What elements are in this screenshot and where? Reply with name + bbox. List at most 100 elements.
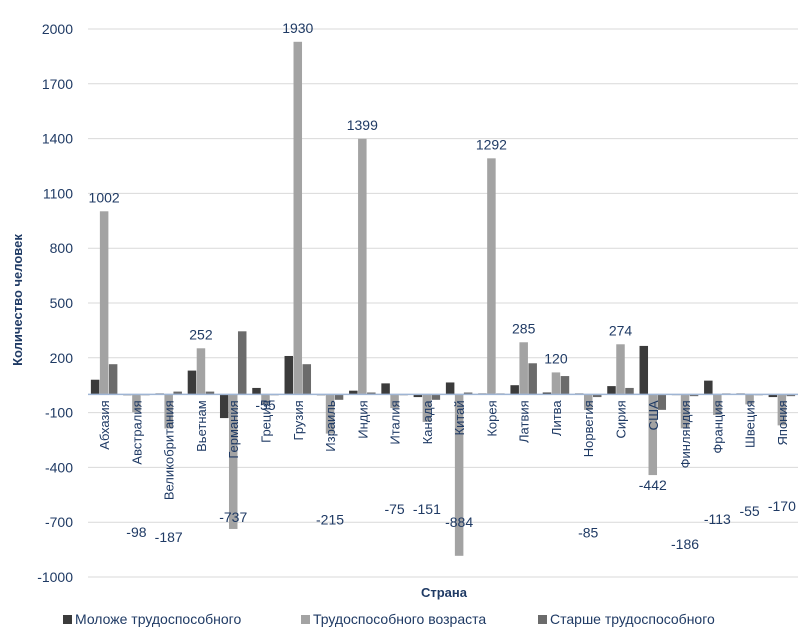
data-label: -55 [255, 397, 275, 413]
category-label: Сирия [614, 400, 629, 438]
category-label: Абхазия [97, 400, 112, 449]
y-tick-label: 500 [50, 295, 74, 311]
bar [293, 41, 303, 395]
category-label: Австралия [129, 400, 144, 464]
data-label: 252 [189, 326, 213, 342]
data-label: -85 [578, 525, 598, 541]
data-label: 1399 [347, 117, 378, 133]
category-label: США [646, 400, 661, 430]
bar [454, 394, 464, 556]
category-label: Норвегия [581, 400, 596, 457]
bar [173, 391, 182, 395]
data-label: -737 [219, 509, 247, 525]
legend-swatch [63, 615, 72, 624]
data-label: 274 [609, 322, 633, 338]
bar [639, 345, 649, 395]
bar [367, 392, 376, 395]
bar [196, 348, 206, 395]
category-label: Латвия [517, 400, 532, 443]
bar [648, 394, 658, 476]
data-label: 1292 [476, 136, 507, 152]
bar [237, 331, 247, 395]
bar [487, 158, 496, 395]
bar [108, 364, 118, 395]
data-labels: 1002 -98 -187 252 -737 -55 1930 -215 1399 -75 -151… [89, 20, 797, 552]
category-labels: Абхазия Австралия Великобритания Вьетнам Гер… [97, 400, 790, 501]
y-tick-label: 2000 [42, 21, 73, 37]
bar [132, 394, 141, 413]
category-label: Корея [484, 400, 499, 436]
category-label: Япония [775, 400, 790, 445]
bar [187, 370, 197, 395]
bar [358, 138, 367, 395]
y-axis-title: Количество человек [10, 234, 25, 366]
bar [551, 372, 561, 395]
y-tick-label: 1700 [42, 76, 73, 92]
y-axis-ticks: -1000 -700 -400 -100 200 500 800 1100 1400 1700 20… [37, 21, 73, 585]
category-label: Италия [388, 400, 403, 444]
bar [228, 394, 238, 529]
bar [431, 394, 441, 400]
bars [90, 41, 796, 556]
bar [704, 380, 713, 395]
bar [205, 391, 215, 395]
category-label: Франция [710, 400, 725, 453]
bar [519, 342, 528, 395]
category-label: Грузия [291, 400, 306, 440]
category-label: Израиль [323, 400, 338, 452]
x-axis-title: Страна [421, 585, 468, 600]
data-label: -186 [671, 536, 699, 552]
bar [625, 387, 634, 395]
data-label: 120 [544, 350, 568, 366]
category-label: Греция [259, 400, 274, 443]
bar [689, 394, 699, 397]
bar [90, 379, 100, 395]
legend: Моложе трудоспособного Трудоспособного во… [63, 611, 715, 627]
category-label: Индия [355, 400, 370, 438]
category-label: Великобритания [162, 400, 177, 500]
data-label: -215 [316, 512, 344, 528]
category-label: Швеция [743, 400, 758, 448]
data-label: 285 [512, 320, 536, 336]
bar [542, 392, 552, 395]
bar [284, 355, 294, 395]
data-label: -113 [704, 511, 731, 527]
category-label: Литва [549, 400, 564, 437]
bar [261, 394, 270, 405]
bar [786, 394, 796, 397]
gridlines [88, 28, 798, 578]
y-tick-label: -100 [45, 405, 73, 421]
bar [334, 394, 344, 400]
data-label: -442 [639, 477, 667, 493]
bar [349, 390, 358, 395]
legend-swatch [301, 615, 310, 624]
bar [745, 394, 754, 405]
category-label: Канада [420, 400, 435, 445]
category-label: Германия [226, 400, 241, 458]
bar [510, 385, 519, 395]
legend-label: Старше трудоспособного [550, 611, 715, 627]
bar [325, 394, 335, 434]
legend-swatch [538, 615, 547, 624]
category-label: Китай [452, 400, 467, 435]
bar [390, 394, 399, 409]
data-label: 1002 [89, 189, 120, 205]
y-tick-label: 1100 [43, 185, 73, 201]
bar [592, 394, 602, 398]
bar [616, 344, 625, 395]
bar [560, 376, 570, 395]
y-tick-label: -1000 [37, 569, 73, 585]
data-label: -151 [413, 501, 441, 517]
data-label: -187 [155, 529, 183, 545]
data-label: -75 [384, 501, 404, 517]
y-tick-label: 200 [50, 350, 74, 366]
category-label: Финляндия [678, 400, 693, 468]
bar [713, 394, 722, 415]
bar [463, 392, 473, 395]
bar [413, 394, 423, 398]
bar [422, 394, 432, 422]
bar [768, 394, 778, 398]
y-tick-label: 1400 [42, 131, 73, 147]
legend-label: Моложе трудоспособного [75, 611, 241, 627]
